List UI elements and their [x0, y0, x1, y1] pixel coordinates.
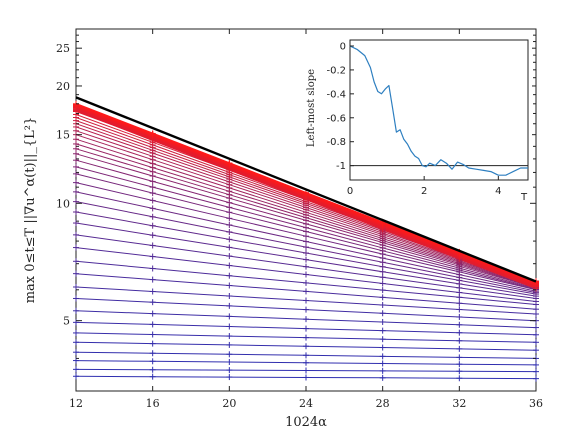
- inset-y-tick-label: -0.4: [326, 89, 346, 100]
- x-tick-label: 12: [69, 397, 83, 410]
- y-tick-label: 10: [56, 197, 70, 210]
- main-y-axis-label: max 0≤t≤T ||∇u^α(t)||_{L²}: [23, 117, 38, 304]
- y-tick-label: 25: [56, 42, 70, 55]
- inset-chart: 0 2 4 0 -0.2 -0.4 -0.6 -0.8 -1 T Left-most slop…: [306, 34, 532, 203]
- x-tick-label: 16: [146, 397, 160, 410]
- inset-y-tick-label: -0.2: [326, 65, 346, 76]
- inset-series-line: [349, 45, 528, 176]
- x-tick-label: 28: [376, 397, 390, 410]
- reference-line: [75, 96, 537, 283]
- inset-series-line: [349, 45, 528, 176]
- inset-y-tick-label: -0.6: [326, 113, 346, 124]
- inset-x-tick-label: 4: [495, 186, 501, 197]
- x-tick-label: 24: [299, 397, 313, 410]
- main-x-ticks: 12 16 20 24 28 32 36: [69, 29, 543, 410]
- inset-y-tick-label: 0: [340, 41, 346, 52]
- y-tick-label: 20: [56, 80, 70, 93]
- y-tick-label: 15: [56, 129, 70, 142]
- main-reference-line: [75, 96, 537, 283]
- inset-y-axis-label: Left-most slope: [306, 69, 317, 147]
- inset-y-tick-label: -0.8: [326, 137, 346, 148]
- inset-plot-frame: [349, 39, 529, 181]
- inset-x-tick-label: 0: [347, 186, 353, 197]
- main-x-axis-label: 1024α: [285, 415, 327, 430]
- x-tick-label: 20: [222, 397, 236, 410]
- inset-x-ticks: 0 2 4: [347, 176, 502, 197]
- x-tick-label: 36: [529, 397, 543, 410]
- y-tick-label: 5: [63, 315, 70, 328]
- x-tick-label: 32: [452, 397, 466, 410]
- inset-x-end-label: T: [520, 192, 528, 203]
- inset-y-ticks: 0 -0.2 -0.4 -0.6 -0.8 -1: [326, 41, 354, 172]
- inset-y-tick-label: -1: [336, 161, 346, 172]
- inset-x-tick-label: 2: [421, 186, 427, 197]
